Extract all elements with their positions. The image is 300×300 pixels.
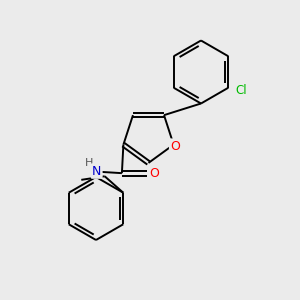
Text: H: H	[85, 158, 93, 168]
Text: N: N	[92, 165, 101, 178]
Text: O: O	[170, 140, 180, 153]
Text: O: O	[149, 167, 159, 180]
Text: Cl: Cl	[235, 84, 247, 97]
